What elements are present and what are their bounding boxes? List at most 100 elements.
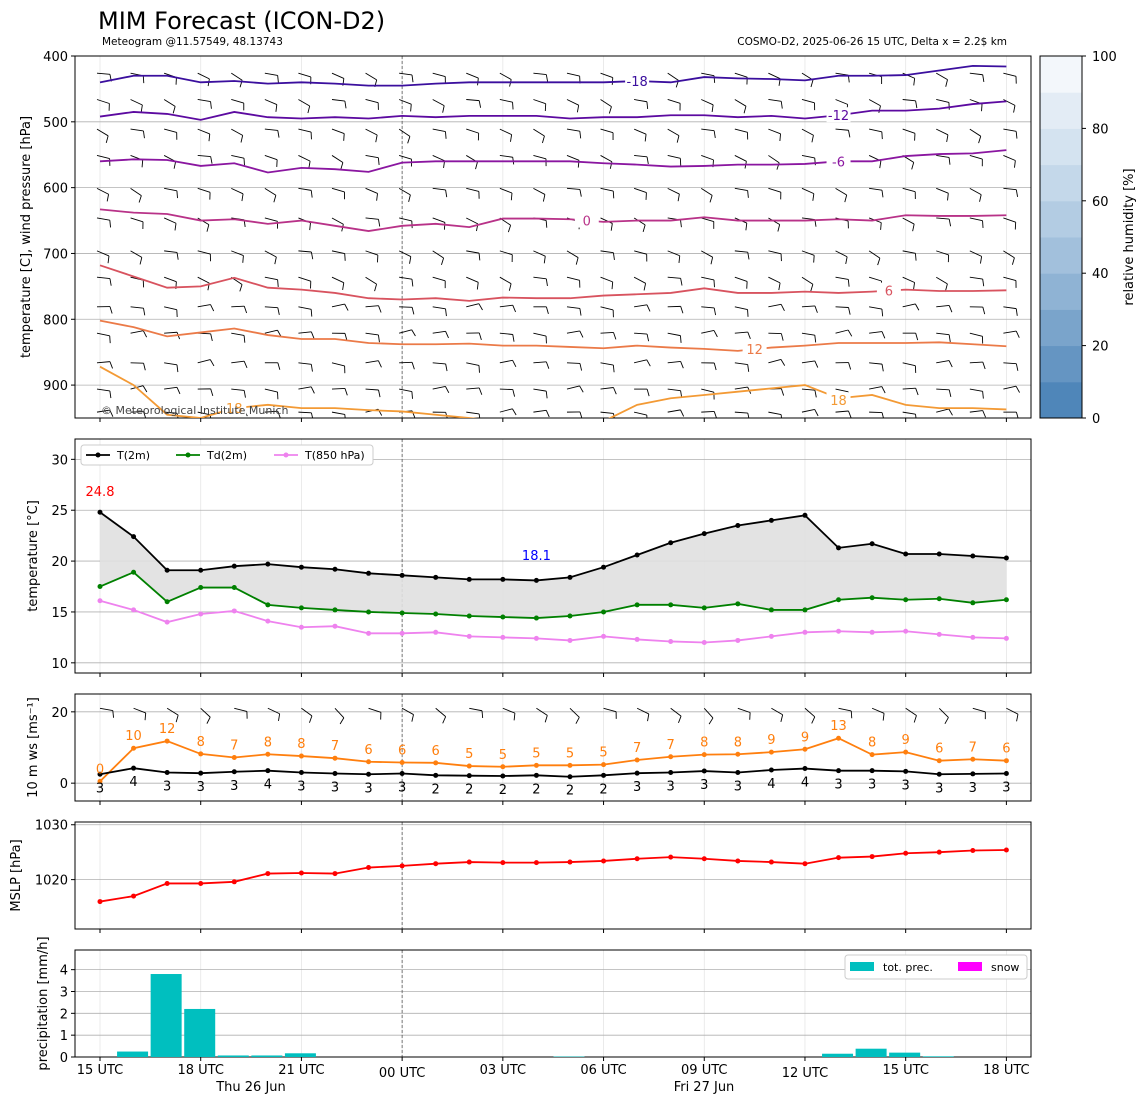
series-point xyxy=(533,762,539,768)
barb-flag xyxy=(378,389,381,398)
barb-shaft xyxy=(499,154,513,158)
barb-flag xyxy=(239,284,243,292)
barb-flag xyxy=(445,189,448,198)
barb-flag xyxy=(780,414,783,418)
wind-barb xyxy=(298,306,313,317)
barb-shaft xyxy=(634,250,647,255)
wind-barb xyxy=(869,331,886,339)
series-point xyxy=(332,755,338,761)
series-point xyxy=(735,769,741,775)
wind-barb xyxy=(936,250,950,263)
wind-barb xyxy=(164,386,181,395)
barb-shaft xyxy=(231,250,244,256)
series-point xyxy=(466,763,472,769)
series-point xyxy=(634,602,640,608)
series-point xyxy=(701,531,707,537)
wind-barb xyxy=(331,362,346,374)
wind-speed-label: 3 xyxy=(700,778,708,793)
wind-panel: 0 20 10 m ws [ms⁻¹] 0 10 12 8 7 8 8 7 6 6 6 5 5 5 5 5 7 7 8 8 9… xyxy=(26,693,1032,805)
barb-flag xyxy=(713,221,715,229)
series-point xyxy=(970,771,976,777)
series-point xyxy=(164,738,170,744)
series-point xyxy=(936,849,942,855)
wind-barb xyxy=(130,362,146,371)
barb-shaft xyxy=(969,410,983,413)
wind-barb xyxy=(499,332,515,342)
barb-flag xyxy=(646,101,649,110)
barb-flag xyxy=(1015,308,1018,316)
wind-barb xyxy=(667,99,681,111)
barb-flag xyxy=(646,388,650,397)
isotherm-label-bg xyxy=(826,153,851,169)
legend-label: Td(2m) xyxy=(206,449,247,462)
barb-flag xyxy=(142,130,145,139)
barb-shaft xyxy=(701,388,714,393)
barb-shaft xyxy=(634,99,648,103)
wind-barb xyxy=(801,128,814,143)
barb-flag xyxy=(913,282,916,290)
wind-barb xyxy=(1003,217,1017,230)
barb-shaft xyxy=(1006,707,1019,715)
wind-barb xyxy=(869,306,884,317)
barb-flag xyxy=(277,130,280,138)
y-axis-label: temperature [°C] xyxy=(26,500,41,612)
legend-label: T(2m) xyxy=(116,449,150,462)
series-point xyxy=(500,773,506,779)
wind-speed-label: 3 xyxy=(364,781,372,796)
series-line xyxy=(99,511,1007,582)
barb-flag xyxy=(812,193,815,201)
barb-flag xyxy=(981,103,983,112)
series-point xyxy=(903,749,909,755)
precip-bar xyxy=(922,1056,954,1057)
wind-barb xyxy=(533,276,548,287)
barb-shaft xyxy=(701,187,713,196)
wind-barb xyxy=(634,304,651,312)
isotherm-label: -18 xyxy=(627,75,648,90)
wind-speed-label: 4 xyxy=(801,776,809,791)
y-tick-label: 400 xyxy=(43,50,68,65)
barb-shaft xyxy=(969,128,981,137)
barb-shaft xyxy=(600,332,614,334)
barb-shaft xyxy=(868,250,881,259)
time-tick-label: 18 UTC xyxy=(983,1063,1029,1078)
barb-shaft xyxy=(600,250,614,254)
series-point xyxy=(131,534,137,540)
wind-barb xyxy=(936,388,952,397)
wind-barb xyxy=(398,187,411,203)
series-point xyxy=(701,605,707,611)
barb-shaft xyxy=(231,388,245,391)
barb-flag xyxy=(310,132,312,140)
barb-flag xyxy=(610,223,613,231)
wind-barb xyxy=(197,250,212,262)
wind-barb xyxy=(533,99,547,112)
barb-shaft xyxy=(365,154,379,159)
series-point xyxy=(936,771,942,777)
wind-barb xyxy=(969,187,982,202)
wind-barb xyxy=(936,276,948,292)
isotherm-line xyxy=(99,365,1007,418)
barb-shaft xyxy=(197,276,210,284)
wind-barb xyxy=(667,250,681,264)
barb-flag xyxy=(377,334,380,343)
wind-barb xyxy=(869,386,886,394)
barb-shaft xyxy=(533,361,547,364)
wind-barb xyxy=(466,362,480,373)
wind-barb xyxy=(701,410,718,418)
time-tick-label: 06 UTC xyxy=(580,1063,626,1078)
barb-shaft xyxy=(667,99,681,104)
wind-barb xyxy=(1003,72,1017,84)
wind-barb xyxy=(969,128,982,144)
series-point xyxy=(768,633,774,639)
y-axis-label: precipitation [mm/h] xyxy=(36,936,51,1070)
barb-shaft xyxy=(734,386,748,390)
wind-barb xyxy=(835,410,852,418)
barb-flag xyxy=(209,192,211,200)
wind-barb xyxy=(936,217,952,227)
series-point xyxy=(433,772,439,778)
barb-shaft xyxy=(197,411,211,416)
wind-barb xyxy=(96,217,112,228)
wind-barb xyxy=(768,128,781,142)
barb-shaft xyxy=(197,304,211,308)
wind-speed-label: 3 xyxy=(667,779,675,794)
gust-label: 5 xyxy=(465,747,473,762)
